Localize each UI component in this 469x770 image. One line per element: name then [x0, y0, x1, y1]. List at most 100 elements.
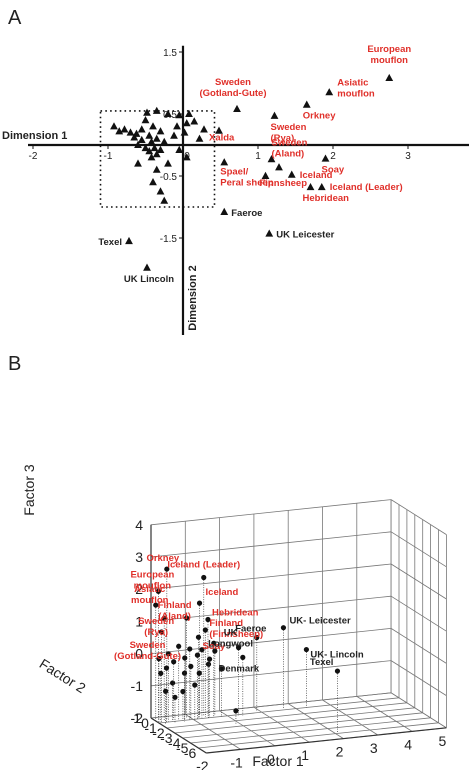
back-wall-gridline [150, 563, 392, 590]
triangle-marker [152, 165, 161, 173]
factor-2-tick-label: -4 [168, 735, 181, 751]
floor-gridline [190, 717, 431, 744]
factor-3-tick-label: 1 [135, 613, 143, 629]
factor-1-tick-label: 1 [301, 747, 309, 763]
floor-gridline [174, 707, 415, 734]
floor-gridline [185, 714, 241, 750]
factor-2-title: Factor 2 [37, 655, 89, 696]
point-marker [206, 656, 213, 662]
point-label: UK- Leicester [289, 616, 351, 627]
triangle-marker [141, 143, 150, 152]
point-marker [184, 615, 190, 621]
point-label: Soay [322, 165, 345, 176]
triangle-marker [141, 116, 150, 124]
side-wall-gridline [390, 692, 447, 729]
point-marker [158, 670, 164, 676]
point-label: Orkney [146, 553, 179, 564]
point-label: Sweden (Rya) [271, 122, 307, 144]
floor-gridline [182, 712, 423, 739]
factor-2-tick-label: -1 [144, 720, 157, 736]
panel-a-letter: A [8, 7, 22, 29]
triangle-marker [152, 134, 161, 142]
y-tick-label: 1.5 [163, 48, 177, 59]
point-marker [240, 654, 246, 661]
side-wall-gridline [390, 563, 447, 600]
factor-3-tick-label: 0 [135, 646, 143, 662]
factor-2-axis-line [150, 717, 207, 754]
point-marker [172, 694, 178, 700]
point-marker [199, 647, 205, 653]
floor-gridline [219, 710, 276, 747]
triangle-marker [110, 122, 118, 130]
triangle-marker [164, 159, 172, 167]
point-label: Faeroe [231, 208, 262, 219]
triangle-marker [185, 109, 193, 117]
point-label: Xalda [209, 133, 235, 144]
triangle-marker [147, 153, 156, 161]
triangle-marker [145, 131, 154, 139]
triangle-marker [149, 122, 157, 130]
triangle-marker [134, 159, 142, 167]
point-marker [218, 666, 225, 672]
triangle-marker [156, 127, 165, 135]
triangle-marker [267, 155, 276, 163]
triangle-marker [317, 182, 326, 191]
point-label: Hebridean [212, 608, 259, 619]
x-tick-label: 2 [330, 151, 336, 162]
triangle-marker [134, 140, 142, 148]
triangle-marker [137, 135, 146, 144]
x-axis-title: Dimension 1 [2, 130, 67, 142]
point-label: UK Leicester [276, 230, 334, 241]
floor-gridline [166, 702, 407, 729]
point-marker [156, 656, 162, 662]
triangle-marker [182, 119, 191, 127]
point-marker [196, 600, 203, 606]
triangle-marker [180, 128, 189, 136]
triangle-marker [156, 187, 165, 195]
point-label: Iceland (Leader) [330, 182, 403, 193]
floor-gridline [322, 699, 379, 736]
point-label: European mouflon [367, 44, 411, 66]
point-label: UK Longwool [208, 628, 253, 650]
panel-b-letter: B [8, 353, 21, 375]
triangle-marker [160, 137, 169, 145]
factor-3-title: Factor 3 [21, 464, 37, 516]
point-label: Finnsheep [260, 178, 308, 189]
triangle-marker [147, 137, 156, 145]
point-marker [205, 616, 211, 623]
point-marker [158, 629, 165, 635]
triangle-marker [233, 104, 241, 113]
point-marker [233, 708, 239, 714]
point-marker [155, 588, 161, 594]
point-marker [212, 648, 218, 654]
point-marker [181, 670, 188, 676]
panel-b-3d-box: -2 -1 0 1 2 3 4 51 0-1-2-3-4-5-643210-1-2Factor … [21, 464, 447, 770]
point-label: Iceland (Leader) [167, 560, 240, 571]
point-label: Sweden (Gotland-Gute) [114, 640, 181, 662]
factor-3-tick-label: 2 [135, 581, 143, 597]
factor-1-title: Factor 1 [252, 753, 304, 769]
triangle-marker [287, 170, 296, 178]
point-marker [280, 625, 287, 631]
point-label: Finland (Finnsheep) [209, 618, 263, 640]
point-label: Iceland [206, 587, 239, 598]
triangle-marker [270, 111, 279, 119]
triangle-marker [156, 145, 165, 153]
point-marker [196, 670, 202, 676]
triangle-marker [215, 126, 223, 134]
back-wall-gridline [150, 595, 392, 622]
factor-1-axis-line [206, 727, 447, 754]
triangle-marker [385, 73, 394, 82]
factor-1-tick-label: 5 [439, 733, 447, 749]
point-label: Soay [202, 641, 225, 652]
point-marker [164, 566, 170, 572]
point-label: Asiatic mouflon [337, 77, 375, 99]
triangle-marker [261, 171, 270, 179]
point-marker [163, 665, 170, 671]
point-marker [163, 688, 169, 694]
back-wall-gridline [150, 692, 392, 719]
factor-3-tick-label: 3 [135, 549, 143, 565]
triangle-marker [160, 196, 169, 204]
